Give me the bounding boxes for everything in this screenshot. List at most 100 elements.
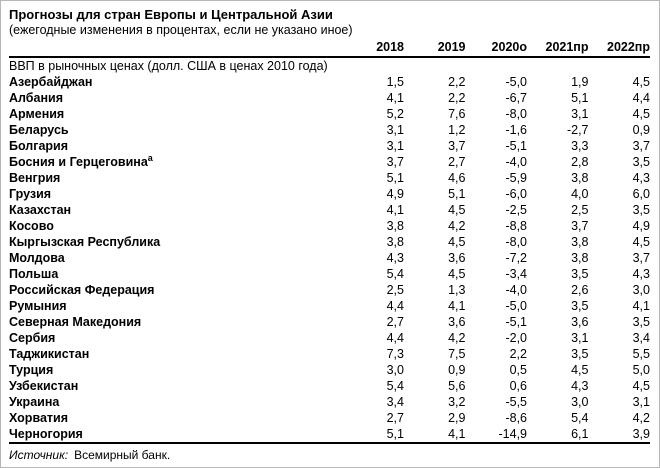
country-name: Армения: [9, 106, 65, 121]
value-cell: 3,5: [632, 202, 650, 217]
value-cell: 4,4: [386, 298, 404, 313]
country-name: Хорватия: [9, 410, 69, 425]
table-row: Сербия 4,4 4,2 -2,0 3,1 3,4: [9, 330, 650, 346]
country-name: Азербайджан: [9, 74, 93, 89]
value-cell: 2,9: [448, 410, 466, 425]
table-row: Армения 5,2 7,6 -8,0 3,1 4,5: [9, 106, 650, 122]
value-cell: 3,7: [386, 154, 404, 169]
value-cell: -6,7: [505, 90, 527, 105]
value-cell: 3,8: [386, 218, 404, 233]
value-cell: -5,0: [505, 298, 527, 313]
value-cell: -8,6: [505, 410, 527, 425]
country-name: Российская Федерация: [9, 282, 155, 297]
table-row: Украина 3,4 3,2 -5,5 3,0 3,1: [9, 394, 650, 410]
footnote-marker: a: [147, 154, 153, 163]
column-header: 2018: [342, 40, 404, 58]
table-row: Румыния 4,4 4,1 -5,0 3,5 4,1: [9, 298, 650, 314]
value-cell: 3,1: [386, 138, 404, 153]
value-cell: 4,3: [571, 378, 589, 393]
value-cell: 4,3: [632, 266, 650, 281]
table-row: Черногория 5,1 4,1 -14,9 6,1 3,9: [9, 426, 650, 443]
value-cell: 3,8: [571, 250, 589, 265]
value-cell: -6,0: [505, 186, 527, 201]
column-header: 2021пр: [527, 40, 589, 58]
value-cell: 4,5: [632, 74, 650, 89]
country-name: Венгрия: [9, 170, 61, 185]
value-cell: 5,1: [386, 426, 404, 441]
value-cell: 4,1: [448, 298, 466, 313]
value-cell: 3,7: [632, 250, 650, 265]
column-header: 2020о: [465, 40, 527, 58]
table-row: Венгрия 5,1 4,6 -5,9 3,8 4,3: [9, 170, 650, 186]
value-cell: -2,7: [566, 122, 589, 137]
country-name: Черногория: [9, 426, 83, 441]
value-cell: 3,7: [571, 218, 589, 233]
table-row: Турция 3,0 0,9 0,5 4,5 5,0: [9, 362, 650, 378]
table-row: Польша 5,4 4,5 -3,4 3,5 4,3: [9, 266, 650, 282]
value-cell: 5,1: [571, 90, 589, 105]
value-cell: 2,8: [571, 154, 589, 169]
value-cell: 4,5: [632, 234, 650, 249]
value-cell: 3,1: [632, 394, 650, 409]
value-cell: 0,9: [632, 122, 650, 137]
table-row: Северная Македония 2,7 3,6 -5,1 3,6 3,5: [9, 314, 650, 330]
source-text: Всемирный банк.: [74, 448, 171, 462]
value-cell: 3,1: [571, 106, 589, 121]
value-cell: 2,2: [448, 74, 466, 89]
table-row: Молдова 4,3 3,6 -7,2 3,8 3,7: [9, 250, 650, 266]
value-cell: -3,4: [505, 266, 527, 281]
country-name: Северная Македония: [9, 314, 142, 329]
source-line: Источник: Всемирный банк.: [9, 448, 650, 462]
country-name: Албания: [9, 90, 64, 105]
value-cell: 4,5: [448, 234, 466, 249]
value-cell: 2,2: [509, 346, 527, 361]
value-cell: 2,5: [571, 202, 589, 217]
value-cell: 4,2: [448, 218, 466, 233]
value-cell: 4,5: [448, 202, 466, 217]
page-subtitle: (ежегодные изменения в процентах, если н…: [9, 23, 353, 37]
table-row: Хорватия 2,7 2,9 -8,6 5,4 4,2: [9, 410, 650, 426]
value-cell: 5,6: [448, 378, 466, 393]
country-name: Украина: [9, 394, 60, 409]
value-cell: 4,1: [386, 202, 404, 217]
value-cell: 5,4: [386, 378, 404, 393]
table-row: Кыргызская Республика 3,8 4,5 -8,0 3,8 4,5: [9, 234, 650, 250]
value-cell: 4,4: [632, 90, 650, 105]
country-name: Турция: [9, 362, 54, 377]
value-cell: 6,1: [571, 426, 589, 441]
value-cell: 3,4: [632, 330, 650, 345]
table-row: Болгария 3,1 3,7 -5,1 3,3 3,7: [9, 138, 650, 154]
value-cell: 3,1: [386, 122, 404, 137]
value-cell: 4,1: [632, 298, 650, 313]
value-cell: 0,9: [448, 362, 466, 377]
table-row: Босния и Герцеговинаa 3,7 2,7 -4,0 2,8 3,5: [9, 154, 650, 170]
country-name: Косово: [9, 218, 54, 233]
value-cell: 3,5: [571, 346, 589, 361]
value-cell: 4,5: [632, 106, 650, 121]
value-cell: 2,7: [448, 154, 466, 169]
value-cell: 3,5: [571, 266, 589, 281]
value-cell: 5,5: [632, 346, 650, 361]
value-cell: 3,7: [632, 138, 650, 153]
value-cell: 1,3: [448, 282, 466, 297]
value-cell: 3,6: [448, 314, 466, 329]
value-cell: 2,7: [386, 314, 404, 329]
value-cell: -5,1: [505, 138, 527, 153]
column-header: 2022пр: [588, 40, 650, 58]
value-cell: 3,5: [632, 314, 650, 329]
value-cell: 3,0: [571, 394, 589, 409]
country-name: Болгария: [9, 138, 69, 153]
table-row: Азербайджан 1,5 2,2 -5,0 1,9 4,5: [9, 74, 650, 90]
value-cell: -4,0: [505, 154, 527, 169]
country-name: Румыния: [9, 298, 67, 313]
value-cell: -5,0: [505, 74, 527, 89]
value-cell: 3,7: [448, 138, 466, 153]
country-name: Босния и Герцеговинаa: [9, 154, 153, 169]
value-cell: -5,5: [505, 394, 527, 409]
section-header-row: ВВП в рыночных ценах (долл. США в ценах …: [9, 57, 650, 74]
value-cell: 7,5: [448, 346, 466, 361]
value-cell: -4,0: [505, 282, 527, 297]
source-label: Источник:: [9, 448, 69, 462]
value-cell: -8,0: [505, 234, 527, 249]
value-cell: 7,3: [386, 346, 404, 361]
